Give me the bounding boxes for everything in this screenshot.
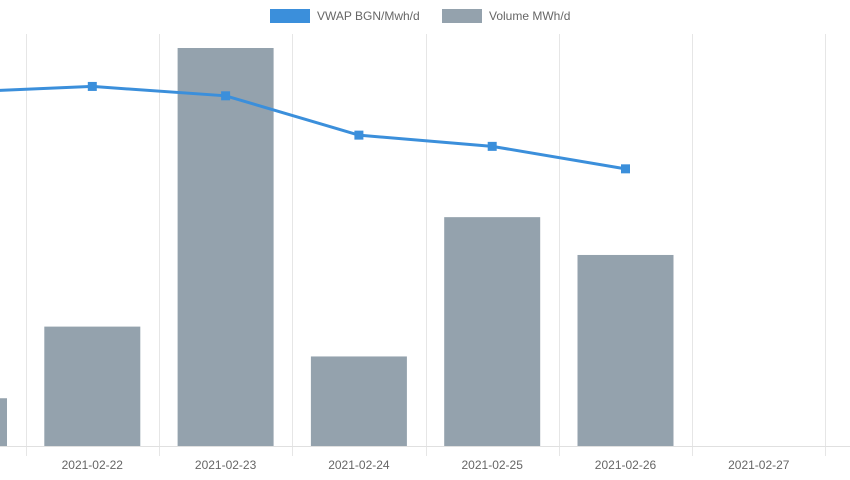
vwap-line	[0, 81, 630, 174]
volume-bar	[577, 254, 674, 446]
legend-swatch-vwap	[270, 9, 310, 23]
volume-bar	[177, 48, 274, 446]
legend: VWAP BGN/Mwh/d Volume MWh/d	[270, 9, 570, 23]
volume-bar	[310, 356, 407, 446]
vwap-point	[354, 130, 364, 140]
vwap-point	[87, 81, 97, 91]
x-tick-label: 2021-02-24	[328, 458, 390, 472]
x-tick-label: 2021-02-22	[62, 458, 124, 472]
volume-bar	[44, 326, 141, 446]
vwap-point	[487, 141, 497, 151]
x-tick-label: 2021-02-26	[595, 458, 657, 472]
volume-bars	[0, 48, 674, 446]
x-tick-label: 2021-02-27	[728, 458, 790, 472]
x-tick-label: 2021-02-25	[462, 458, 524, 472]
vwap-line-path	[0, 84, 626, 171]
volume-bar	[0, 398, 7, 446]
vwap-point	[221, 91, 231, 101]
x-axis-tick-labels: 2021-02-22 2021-02-23 2021-02-24 2021-02-25…	[62, 458, 790, 472]
legend-label-volume: Volume MWh/d	[489, 9, 570, 23]
legend-label-vwap: VWAP BGN/Mwh/d	[317, 9, 420, 23]
x-tick-label: 2021-02-23	[195, 458, 257, 472]
legend-swatch-volume	[442, 9, 482, 23]
vwap-point	[621, 164, 630, 174]
gridlines	[0, 34, 850, 456]
volume-bar	[444, 217, 541, 446]
